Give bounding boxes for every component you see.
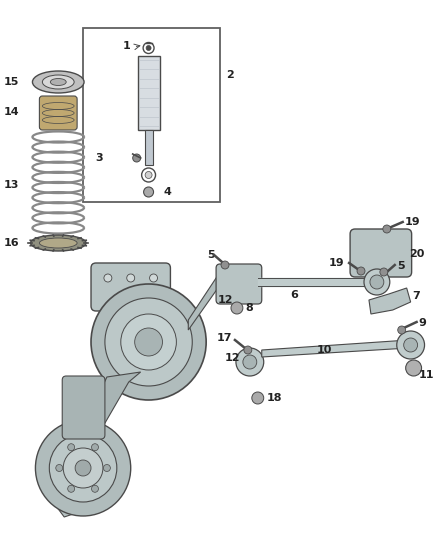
Text: 1: 1 [123, 41, 131, 51]
Circle shape [252, 392, 264, 404]
Circle shape [49, 434, 117, 502]
Text: 19: 19 [405, 217, 420, 227]
Text: 15: 15 [4, 77, 20, 87]
Circle shape [380, 268, 388, 276]
Circle shape [243, 355, 257, 369]
Circle shape [146, 45, 151, 51]
Text: 5: 5 [208, 250, 215, 260]
Circle shape [121, 314, 177, 370]
Circle shape [404, 338, 417, 352]
Circle shape [383, 225, 391, 233]
Text: 10: 10 [317, 345, 332, 355]
FancyBboxPatch shape [216, 264, 262, 304]
Circle shape [127, 274, 135, 282]
Ellipse shape [32, 71, 84, 93]
Text: 7: 7 [413, 291, 420, 301]
Polygon shape [369, 288, 411, 314]
Ellipse shape [42, 75, 74, 89]
Circle shape [35, 420, 131, 516]
Circle shape [91, 284, 206, 400]
Circle shape [150, 274, 158, 282]
Circle shape [135, 328, 162, 356]
Circle shape [398, 326, 406, 334]
Polygon shape [188, 272, 220, 330]
Circle shape [92, 485, 99, 492]
Text: 14: 14 [4, 107, 20, 117]
Text: 11: 11 [419, 370, 434, 380]
Text: 5: 5 [397, 261, 404, 271]
Circle shape [145, 172, 152, 179]
Circle shape [104, 274, 112, 282]
Circle shape [236, 348, 264, 376]
Circle shape [231, 302, 243, 314]
Text: 17: 17 [216, 333, 232, 343]
Text: 12: 12 [225, 353, 240, 363]
Circle shape [63, 448, 103, 488]
Circle shape [406, 360, 421, 376]
Text: 20: 20 [409, 249, 424, 259]
Ellipse shape [31, 235, 86, 251]
Circle shape [68, 485, 74, 492]
FancyBboxPatch shape [138, 56, 159, 130]
Text: 3: 3 [95, 153, 103, 163]
FancyBboxPatch shape [62, 376, 105, 439]
Text: 9: 9 [419, 318, 427, 328]
Circle shape [244, 346, 252, 354]
Text: 12: 12 [218, 295, 233, 305]
Circle shape [144, 187, 154, 197]
FancyBboxPatch shape [350, 229, 412, 277]
Bar [83, 28, 220, 202]
Circle shape [56, 464, 63, 472]
Text: 18: 18 [267, 393, 282, 403]
Circle shape [75, 460, 91, 476]
Circle shape [105, 298, 192, 386]
Text: 2: 2 [226, 70, 234, 80]
Circle shape [370, 275, 384, 289]
Polygon shape [49, 422, 119, 517]
Circle shape [92, 443, 99, 451]
Circle shape [364, 269, 390, 295]
Text: 16: 16 [4, 238, 20, 248]
Text: 4: 4 [163, 187, 171, 197]
Circle shape [133, 154, 141, 162]
Ellipse shape [39, 238, 77, 248]
Polygon shape [77, 372, 141, 450]
Ellipse shape [50, 78, 66, 85]
Text: 8: 8 [246, 303, 254, 313]
Circle shape [357, 267, 365, 275]
Circle shape [397, 331, 424, 359]
Circle shape [68, 443, 74, 451]
Text: 13: 13 [4, 180, 20, 190]
Bar [145, 130, 152, 165]
Polygon shape [262, 340, 409, 357]
Text: 6: 6 [290, 290, 298, 300]
FancyBboxPatch shape [91, 263, 170, 311]
FancyBboxPatch shape [39, 96, 77, 130]
Circle shape [221, 261, 229, 269]
Circle shape [103, 464, 110, 472]
Text: 19: 19 [328, 258, 344, 268]
